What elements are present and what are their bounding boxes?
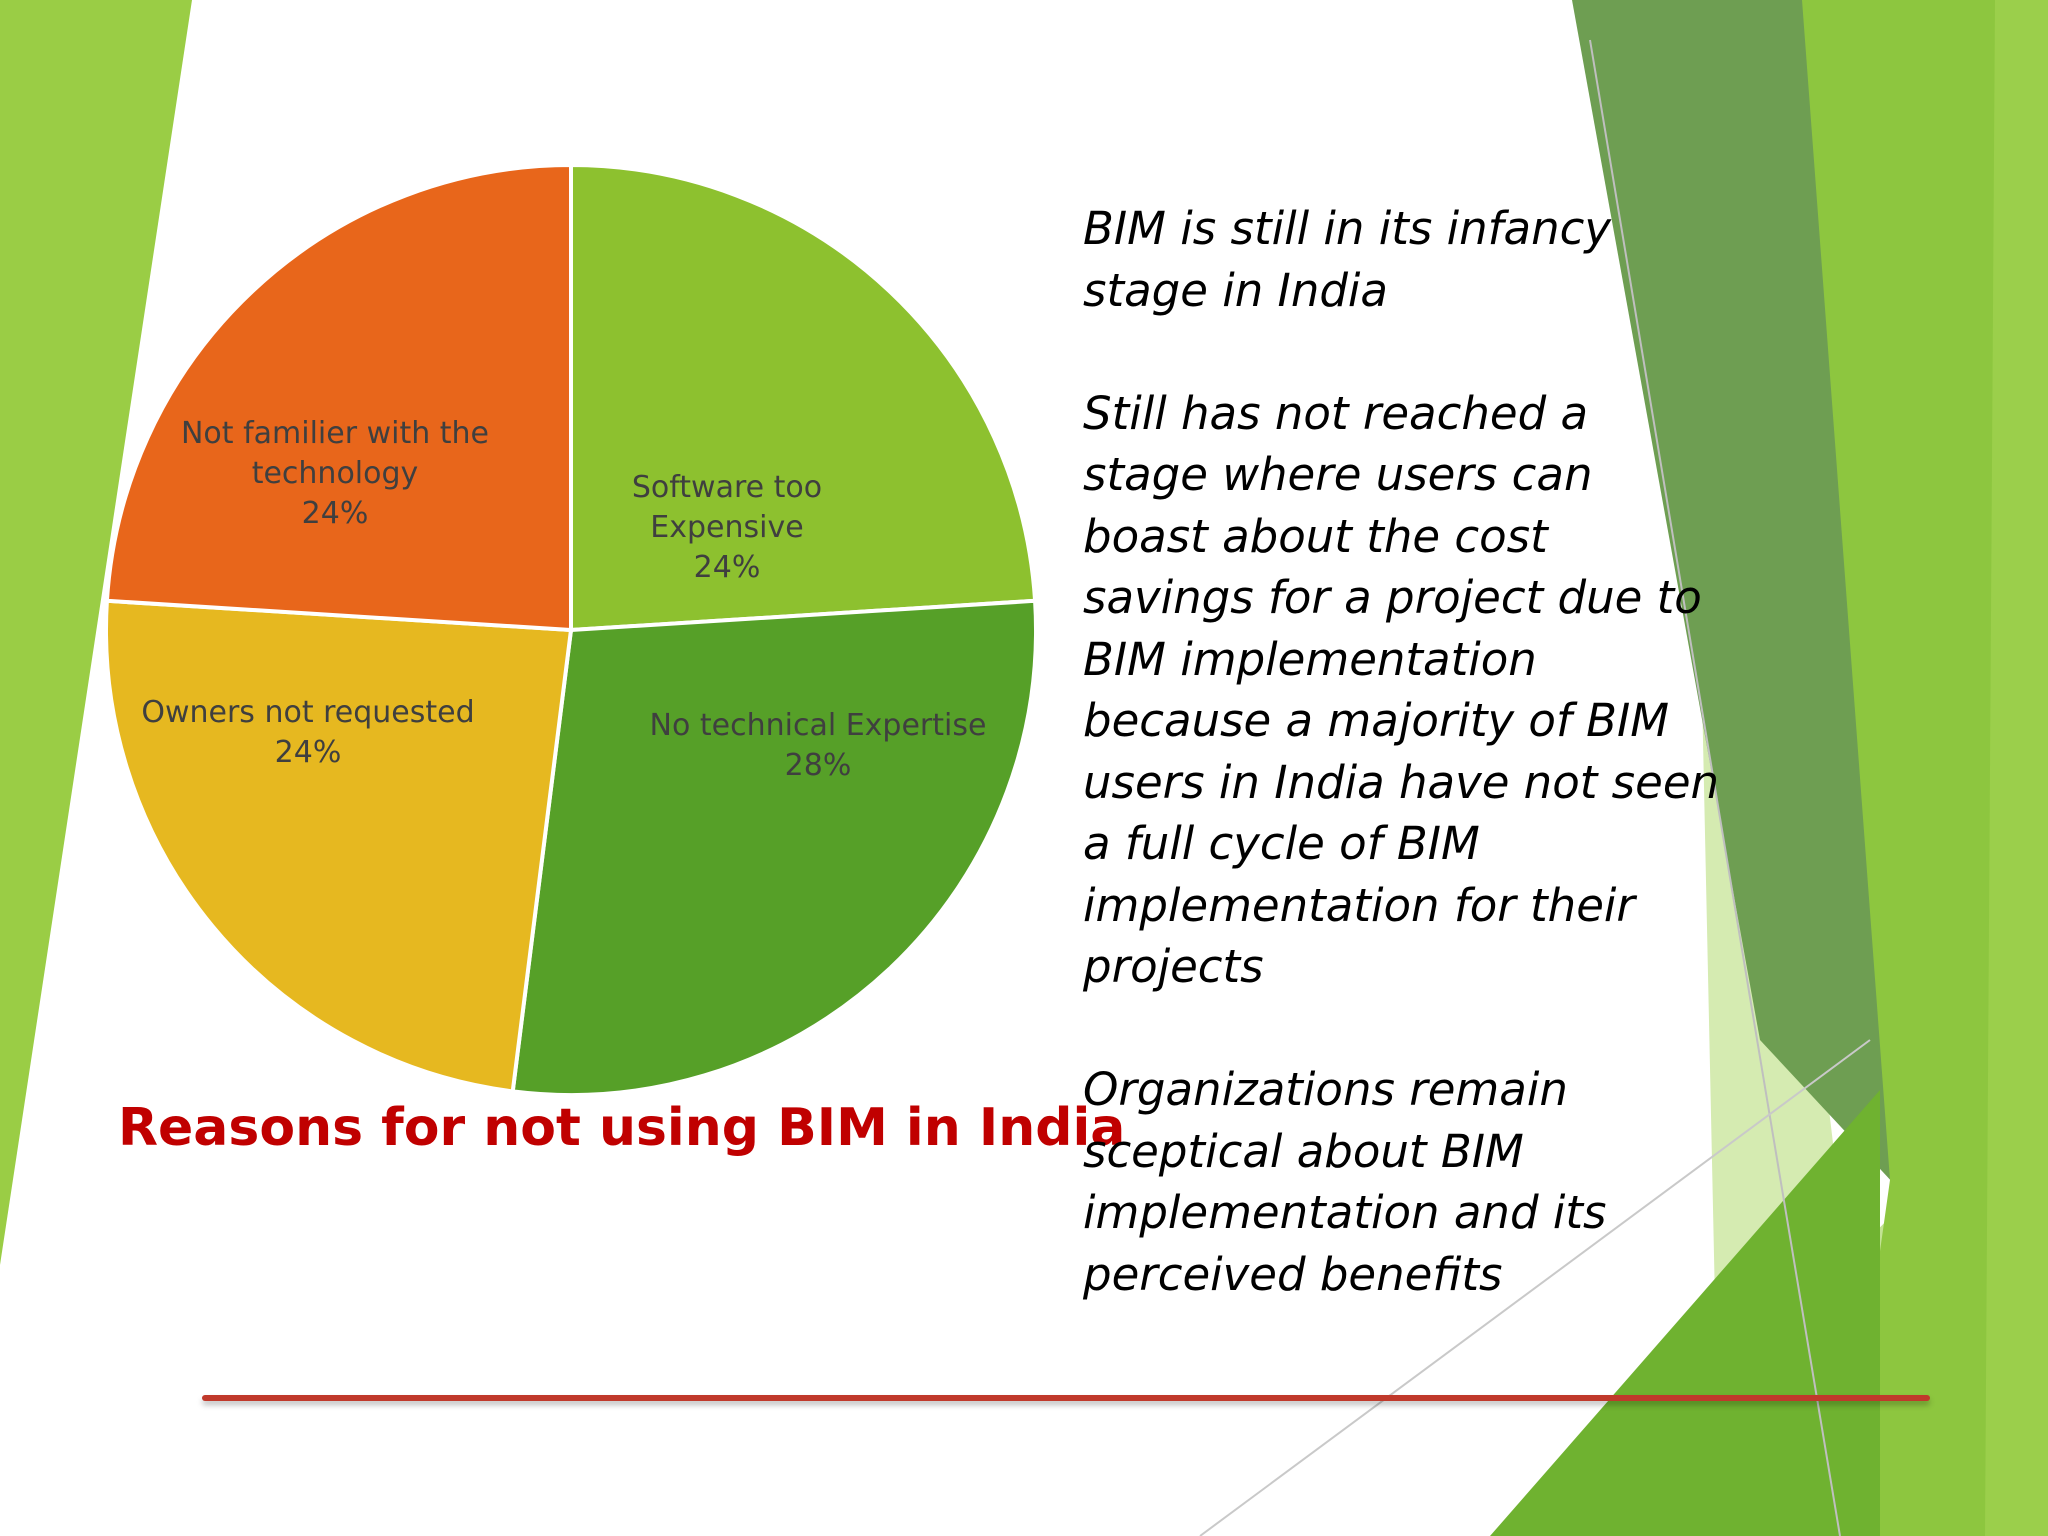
pie-slice-value-3: 24%: [302, 496, 369, 531]
right-dark-green-band: [1572, 0, 1895, 1185]
pie-slice-label-line-1-0: No technical Expertise: [650, 708, 987, 743]
pie-slices: [104, 162, 1038, 1097]
pie-slice-label-0: Software too Expensive 24%: [632, 470, 822, 585]
paragraph-cost-savings: Still has not reached a stage where user…: [1083, 386, 1720, 994]
red-divider-line: [202, 1395, 1930, 1401]
pie-slice-label-1: No technical Expertise 28%: [650, 708, 987, 783]
pie-slice-2: [104, 598, 574, 1094]
pie-slice-value-1: 28%: [785, 748, 852, 783]
left-green-band: [0, 0, 192, 1265]
body-text-block: BIM is still in its infancy stage in Ind…: [1083, 198, 1723, 1305]
pie-slice-1: [510, 598, 1038, 1097]
pie-slice-label-line-3-0: Not familier with the: [181, 416, 489, 451]
paragraph-infancy: BIM is still in its infancy stage in Ind…: [1083, 202, 1611, 317]
paragraph-organizations: Organizations remain sceptical about BIM…: [1083, 1063, 1607, 1301]
thin-diagonal-line-1: [1589, 39, 1841, 1536]
pie-slice-label-2: Owners not requested 24%: [141, 695, 474, 770]
right-lime-band: [1802, 0, 2048, 1536]
pie-slice-label-3: Not familier with the technology 24%: [181, 416, 489, 531]
pie-slice-label-line-0-1: Expensive: [650, 510, 803, 545]
right-bottom-green-triangle: [1490, 1090, 1880, 1536]
pie-slice-3: [104, 162, 573, 633]
pie-slice-value-0: 24%: [694, 550, 761, 585]
pie-slice-label-line-2-0: Owners not requested: [141, 695, 474, 730]
pie-slice-label-line-0-0: Software too: [632, 470, 822, 505]
right-edge-green-strip: [1985, 0, 2048, 1536]
thin-diagonal-line-2: [1199, 1039, 1871, 1536]
pie-slice-label-line-3-1: technology: [252, 456, 419, 491]
pie-slice-value-2: 24%: [275, 735, 342, 770]
chart-title: Reasons for not using BIM in India: [118, 1098, 1126, 1158]
pie-labels: Software too Expensive 24% No technical Exp…: [141, 416, 986, 783]
pie-slice-0: [569, 162, 1038, 633]
